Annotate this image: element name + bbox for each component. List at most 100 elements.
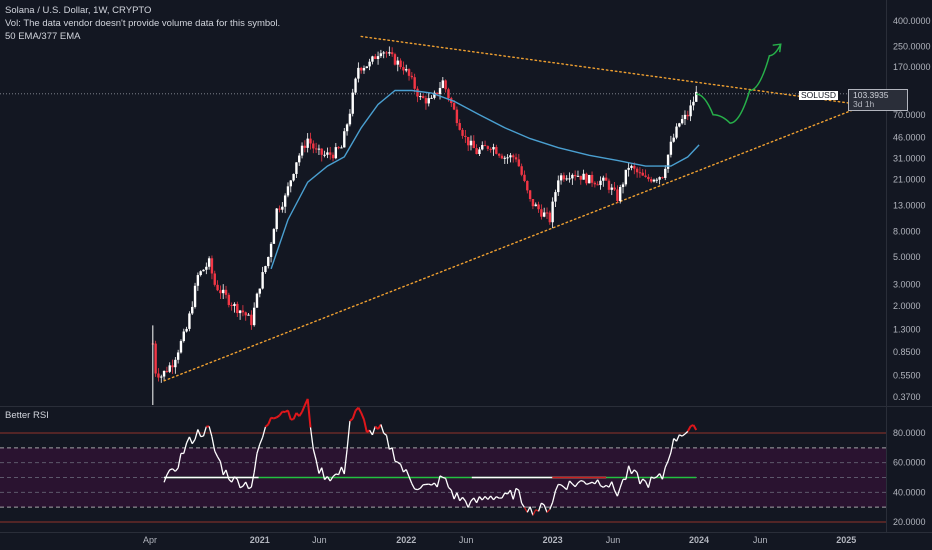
candle-body bbox=[345, 124, 349, 132]
candle-body bbox=[289, 180, 292, 187]
rsi-line-segment bbox=[588, 481, 593, 485]
candle-body bbox=[374, 56, 377, 59]
volume-note: Vol: The data vendor doesn't provide vol… bbox=[5, 18, 281, 29]
rsi-line-segment bbox=[684, 430, 689, 435]
candle-body bbox=[593, 182, 597, 185]
rsi-line-segment bbox=[442, 476, 446, 480]
candle-body bbox=[275, 208, 278, 230]
rsi-line-segment bbox=[653, 476, 658, 479]
rsi-line-segment bbox=[675, 434, 680, 442]
time-tick-label: Jun bbox=[606, 535, 621, 545]
symbol-title: Solana / U.S. Dollar, 1W, CRYPTO bbox=[5, 5, 152, 16]
rsi-line-segment bbox=[583, 480, 587, 485]
candle-body bbox=[176, 352, 180, 360]
rsi-line-segment bbox=[242, 481, 247, 487]
candle-body bbox=[649, 179, 653, 182]
candle-body bbox=[334, 147, 338, 159]
candle-body bbox=[537, 204, 540, 210]
candle-body bbox=[666, 154, 670, 169]
time-tick-label: 2022 bbox=[396, 535, 416, 545]
candles-group bbox=[151, 46, 698, 383]
rsi-line-segment bbox=[487, 495, 492, 500]
rsi-line-segment bbox=[399, 464, 405, 473]
candle-body bbox=[174, 359, 177, 368]
rsi-line-segment bbox=[267, 417, 272, 425]
price-tag-symbol: SOLUSD bbox=[799, 90, 838, 100]
candle-body bbox=[410, 75, 414, 78]
candle-body bbox=[340, 147, 343, 149]
rsi-line-segment bbox=[315, 459, 320, 474]
candle-body bbox=[478, 149, 481, 154]
rsi-line-segment bbox=[453, 492, 458, 500]
rsi-line-segment bbox=[493, 496, 497, 501]
candle-body bbox=[444, 80, 447, 90]
rsi-line-segment bbox=[177, 453, 182, 469]
rsi-tick-label: 60.0000 bbox=[893, 458, 926, 468]
candle-body bbox=[281, 206, 284, 210]
rsi-line-segment bbox=[667, 452, 672, 462]
candle-body bbox=[635, 168, 639, 173]
candle-body bbox=[486, 146, 490, 149]
candle-body bbox=[528, 190, 532, 200]
rsi-line-segment bbox=[214, 450, 219, 458]
rsi-line-segment bbox=[306, 398, 312, 428]
rsi-line-segment bbox=[656, 473, 661, 478]
candle-body bbox=[261, 272, 264, 289]
candle-body bbox=[371, 56, 374, 62]
candle-body bbox=[500, 155, 504, 159]
candle-body bbox=[351, 92, 354, 114]
rsi-line-segment bbox=[470, 497, 475, 502]
candle-body bbox=[278, 208, 281, 210]
rsi-line-segment bbox=[537, 502, 542, 512]
candle-body bbox=[503, 157, 506, 159]
candle-body bbox=[582, 173, 585, 180]
candle-body bbox=[292, 173, 295, 181]
candle-body bbox=[481, 145, 484, 150]
price-tick-label: 250.0000 bbox=[893, 41, 931, 51]
rsi-line-segment bbox=[521, 502, 526, 508]
rsi-line-segment bbox=[541, 502, 545, 506]
candle-body bbox=[393, 54, 397, 65]
candle-body bbox=[610, 187, 613, 190]
candle-body bbox=[616, 189, 619, 201]
candle-body bbox=[385, 52, 388, 54]
candle-body bbox=[227, 294, 231, 305]
time-tick-label: 2025 bbox=[836, 535, 856, 545]
candle-body bbox=[326, 152, 329, 155]
rsi-line-segment bbox=[552, 490, 557, 503]
candle-body bbox=[331, 154, 335, 159]
ema-legend: 50 EMA/377 EMA bbox=[5, 31, 81, 42]
candle-body bbox=[283, 195, 287, 207]
rsi-line-segment bbox=[239, 485, 244, 489]
candle-body bbox=[585, 173, 588, 184]
candle-body bbox=[309, 138, 312, 144]
rsi-tick-label: 20.0000 bbox=[893, 517, 926, 527]
candle-body bbox=[644, 175, 647, 177]
price-tick-label: 170.0000 bbox=[893, 62, 931, 72]
rsi-line-segment bbox=[163, 474, 168, 483]
candle-body bbox=[441, 80, 445, 88]
candle-body bbox=[222, 289, 225, 294]
candle-body bbox=[188, 313, 191, 329]
rsi-line-segment bbox=[200, 435, 204, 438]
rsi-line-segment bbox=[690, 424, 694, 428]
candle-body bbox=[171, 365, 174, 368]
rsi-line-segment bbox=[529, 506, 534, 516]
candle-body bbox=[402, 67, 405, 71]
rsi-line-segment bbox=[202, 426, 207, 437]
rsi-line-segment bbox=[234, 476, 238, 480]
rsi-line-segment bbox=[608, 481, 613, 488]
time-tick-label: 2021 bbox=[250, 535, 270, 545]
candle-body bbox=[430, 97, 433, 99]
candle-body bbox=[672, 137, 675, 142]
candle-body bbox=[207, 258, 211, 267]
rsi-line-segment bbox=[616, 487, 621, 497]
rsi-line-segment bbox=[594, 479, 599, 485]
rsi-line-segment bbox=[248, 486, 252, 490]
candle-body bbox=[602, 177, 605, 181]
candle-body bbox=[424, 98, 428, 104]
candle-body bbox=[624, 169, 628, 185]
candle-body bbox=[517, 159, 521, 167]
time-tick-label: Jun bbox=[459, 535, 474, 545]
